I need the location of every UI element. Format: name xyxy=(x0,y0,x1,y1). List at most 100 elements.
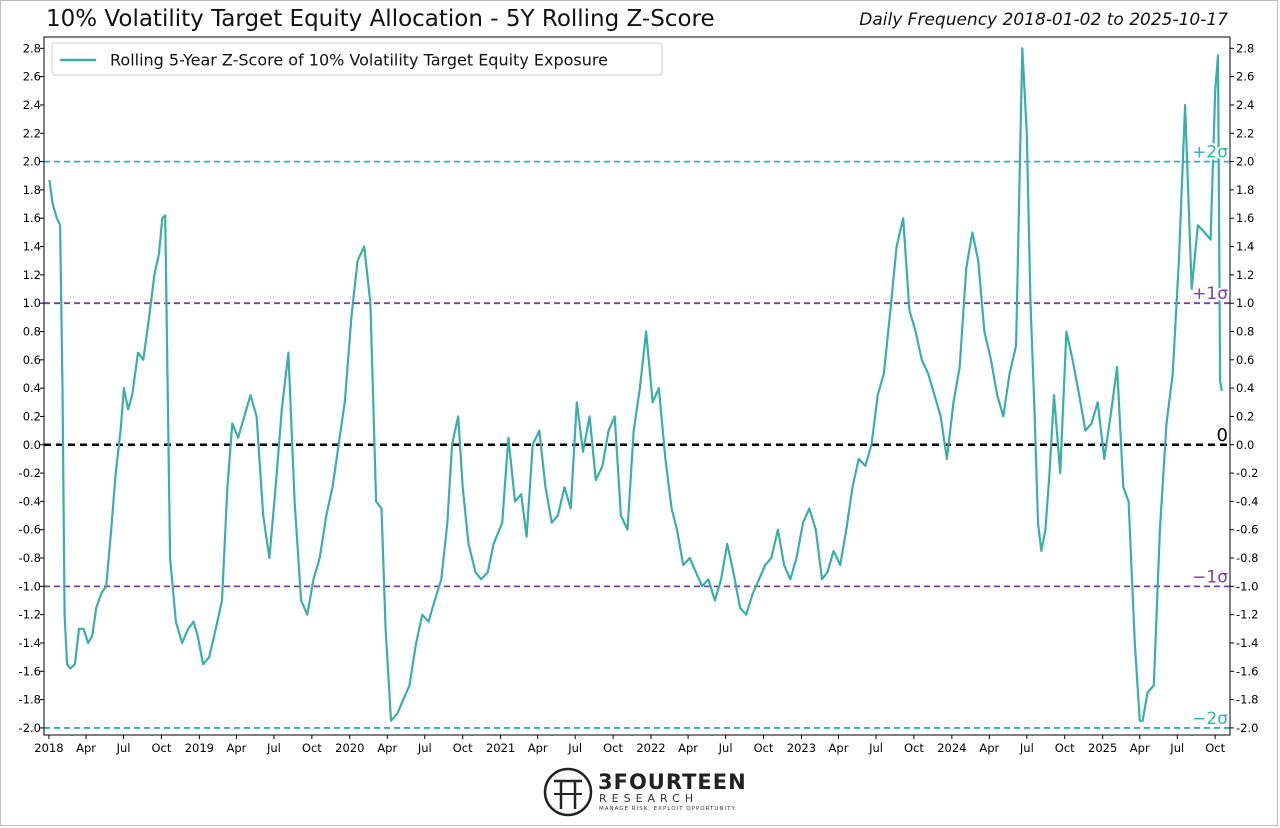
x-tick-label: Jul xyxy=(868,741,883,755)
x-tick-label: Jul xyxy=(1019,741,1034,755)
y-tick-label-left: -0.2 xyxy=(19,466,41,480)
logo-tagline: MANAGE RISK. EXPLOIT OPPORTUNITY. xyxy=(599,806,738,812)
x-tick-label: 2025 xyxy=(1088,741,1117,755)
y-tick-label-left: -0.4 xyxy=(19,494,41,508)
x-tick-label: Oct xyxy=(603,741,623,755)
y-tick-label-left: 2.6 xyxy=(23,70,41,84)
axes xyxy=(43,36,1231,736)
y-tick-label-left: 1.2 xyxy=(23,268,41,282)
x-tick-label: Jul xyxy=(1169,741,1184,755)
y-tick-label-right: 2.6 xyxy=(1236,70,1254,84)
y-tick-label-left: -1.2 xyxy=(19,608,41,622)
chart-subtitle: Daily Frequency 2018-01-02 to 2025-10-17 xyxy=(859,10,1228,30)
y-tick-label-left: 2.4 xyxy=(23,98,41,112)
x-tick-label: Apr xyxy=(377,741,397,755)
logo-subname: RESEARCH xyxy=(599,792,699,805)
y-tick-label-right: -1.8 xyxy=(1236,693,1258,707)
y-tick-label-right: 0.6 xyxy=(1236,353,1254,367)
x-tick-label: Oct xyxy=(904,741,924,755)
x-tick-label: Apr xyxy=(979,741,999,755)
y-tick-label-left: 1.4 xyxy=(23,240,41,254)
y-tick-label-left: -1.8 xyxy=(19,693,41,707)
x-tick-label: Oct xyxy=(453,741,473,755)
x-tick-label: 2023 xyxy=(787,741,816,755)
y-tick-label-right: -1.0 xyxy=(1236,579,1258,593)
y-tick-label-right: 2.0 xyxy=(1236,155,1254,169)
logo-name: 3FOURTEEN xyxy=(598,770,747,794)
y-tick-label-right: 0.8 xyxy=(1236,324,1254,338)
series-layer xyxy=(48,47,1223,722)
y-tick-label-right: 2.8 xyxy=(1236,41,1254,55)
reference-line-labels: +2σ +1σ 0 −1σ −2σ xyxy=(1190,141,1230,731)
x-tick-label: 2022 xyxy=(636,741,665,755)
y-tick-label-right: -1.6 xyxy=(1236,664,1258,678)
y-tick-label-right: 1.2 xyxy=(1236,268,1254,282)
x-tick-label: Oct xyxy=(754,741,774,755)
y-tick-label-left: -2.0 xyxy=(19,721,41,735)
series-line-0 xyxy=(48,47,1223,722)
x-tick-label: Apr xyxy=(1130,741,1150,755)
y-tick-label-right: -1.4 xyxy=(1236,636,1258,650)
y-axis-left-ticks: 2.8 2.6 2.4 2.2 2.0 1.8 1.6 1.4 1.2 1.0 0.8 0.6 0.4 0… xyxy=(19,41,44,735)
y-tick-label-right: 1.8 xyxy=(1236,183,1254,197)
brand-logo: 3FOURTEEN RESEARCH MANAGE RISK. EXPLOIT … xyxy=(542,766,746,820)
y-tick-label-right: 0.2 xyxy=(1236,409,1254,423)
reference-label-0: +2σ xyxy=(1192,143,1228,163)
x-tick-label: Apr xyxy=(829,741,849,755)
y-tick-label-right: 0.0 xyxy=(1236,438,1254,452)
x-tick-label: 2018 xyxy=(34,741,63,755)
y-tick-label-left: -1.0 xyxy=(19,579,41,593)
x-tick-label: Oct xyxy=(152,741,172,755)
legend-label: Rolling 5-Year Z-Score of 10% Volatility… xyxy=(110,51,608,70)
chart-title: 10% Volatility Target Equity Allocation … xyxy=(46,6,715,32)
x-tick-label: Jul xyxy=(116,741,131,755)
y-axis-right-ticks: 2.8 2.6 2.4 2.2 2.0 1.8 1.6 1.4 1.2 1.0 0.8 0.6 0.4 0… xyxy=(1230,41,1258,735)
legend-box xyxy=(51,42,663,76)
reference-label-2: 0 xyxy=(1217,425,1228,446)
y-tick-label-left: 1.6 xyxy=(23,211,41,225)
y-tick-label-right: 0.4 xyxy=(1236,381,1254,395)
y-tick-label-right: 1.4 xyxy=(1236,240,1254,254)
y-tick-label-left: 0.8 xyxy=(23,324,41,338)
logo-mark-icon xyxy=(543,767,593,817)
y-tick-label-left: -0.6 xyxy=(19,523,41,537)
x-tick-label: Oct xyxy=(1055,741,1075,755)
x-tick-label: Apr xyxy=(76,741,96,755)
y-tick-label-right: 1.0 xyxy=(1236,296,1254,310)
x-tick-label: Jul xyxy=(417,741,432,755)
y-tick-label-left: 0.2 xyxy=(23,409,41,423)
x-tick-label: Jul xyxy=(718,741,733,755)
x-tick-label: Jul xyxy=(266,741,281,755)
y-tick-label-left: 2.2 xyxy=(23,126,41,140)
x-tick-label: Oct xyxy=(1205,741,1225,755)
y-tick-label-left: 0.4 xyxy=(23,381,41,395)
y-tick-label-left: -1.6 xyxy=(19,664,41,678)
y-tick-label-left: 2.8 xyxy=(23,41,41,55)
reference-label-4: −2σ xyxy=(1192,709,1228,729)
y-tick-label-left: 1.0 xyxy=(23,296,41,310)
y-tick-label-right: -0.2 xyxy=(1236,466,1258,480)
y-tick-label-left: 0.0 xyxy=(23,438,41,452)
legend: Rolling 5-Year Z-Score of 10% Volatility… xyxy=(51,42,663,76)
x-axis-ticks: 2018 Apr Jul Oct 2019 Apr Jul Oct 2020 Apr Jul Oct 2… xyxy=(34,735,1226,755)
y-tick-label-left: 1.8 xyxy=(23,183,41,197)
reference-label-1: +1σ xyxy=(1192,284,1228,304)
y-tick-label-right: 2.4 xyxy=(1236,98,1254,112)
y-tick-label-right: -1.2 xyxy=(1236,608,1258,622)
y-tick-label-right: -0.4 xyxy=(1236,494,1258,508)
x-tick-label: 2024 xyxy=(937,741,966,755)
y-tick-label-right: 2.2 xyxy=(1236,126,1254,140)
x-tick-label: Apr xyxy=(528,741,548,755)
x-tick-label: 2020 xyxy=(335,741,364,755)
y-tick-label-left: -0.8 xyxy=(19,551,41,565)
y-tick-label-right: -0.6 xyxy=(1236,523,1258,537)
x-tick-label: Apr xyxy=(678,741,698,755)
y-tick-label-left: 2.0 xyxy=(23,155,41,169)
y-tick-label-right: -0.8 xyxy=(1236,551,1258,565)
y-tick-label-left: -1.4 xyxy=(19,636,41,650)
x-tick-label: Jul xyxy=(567,741,582,755)
y-tick-label-left: 0.6 xyxy=(23,353,41,367)
x-tick-label: Oct xyxy=(302,741,322,755)
